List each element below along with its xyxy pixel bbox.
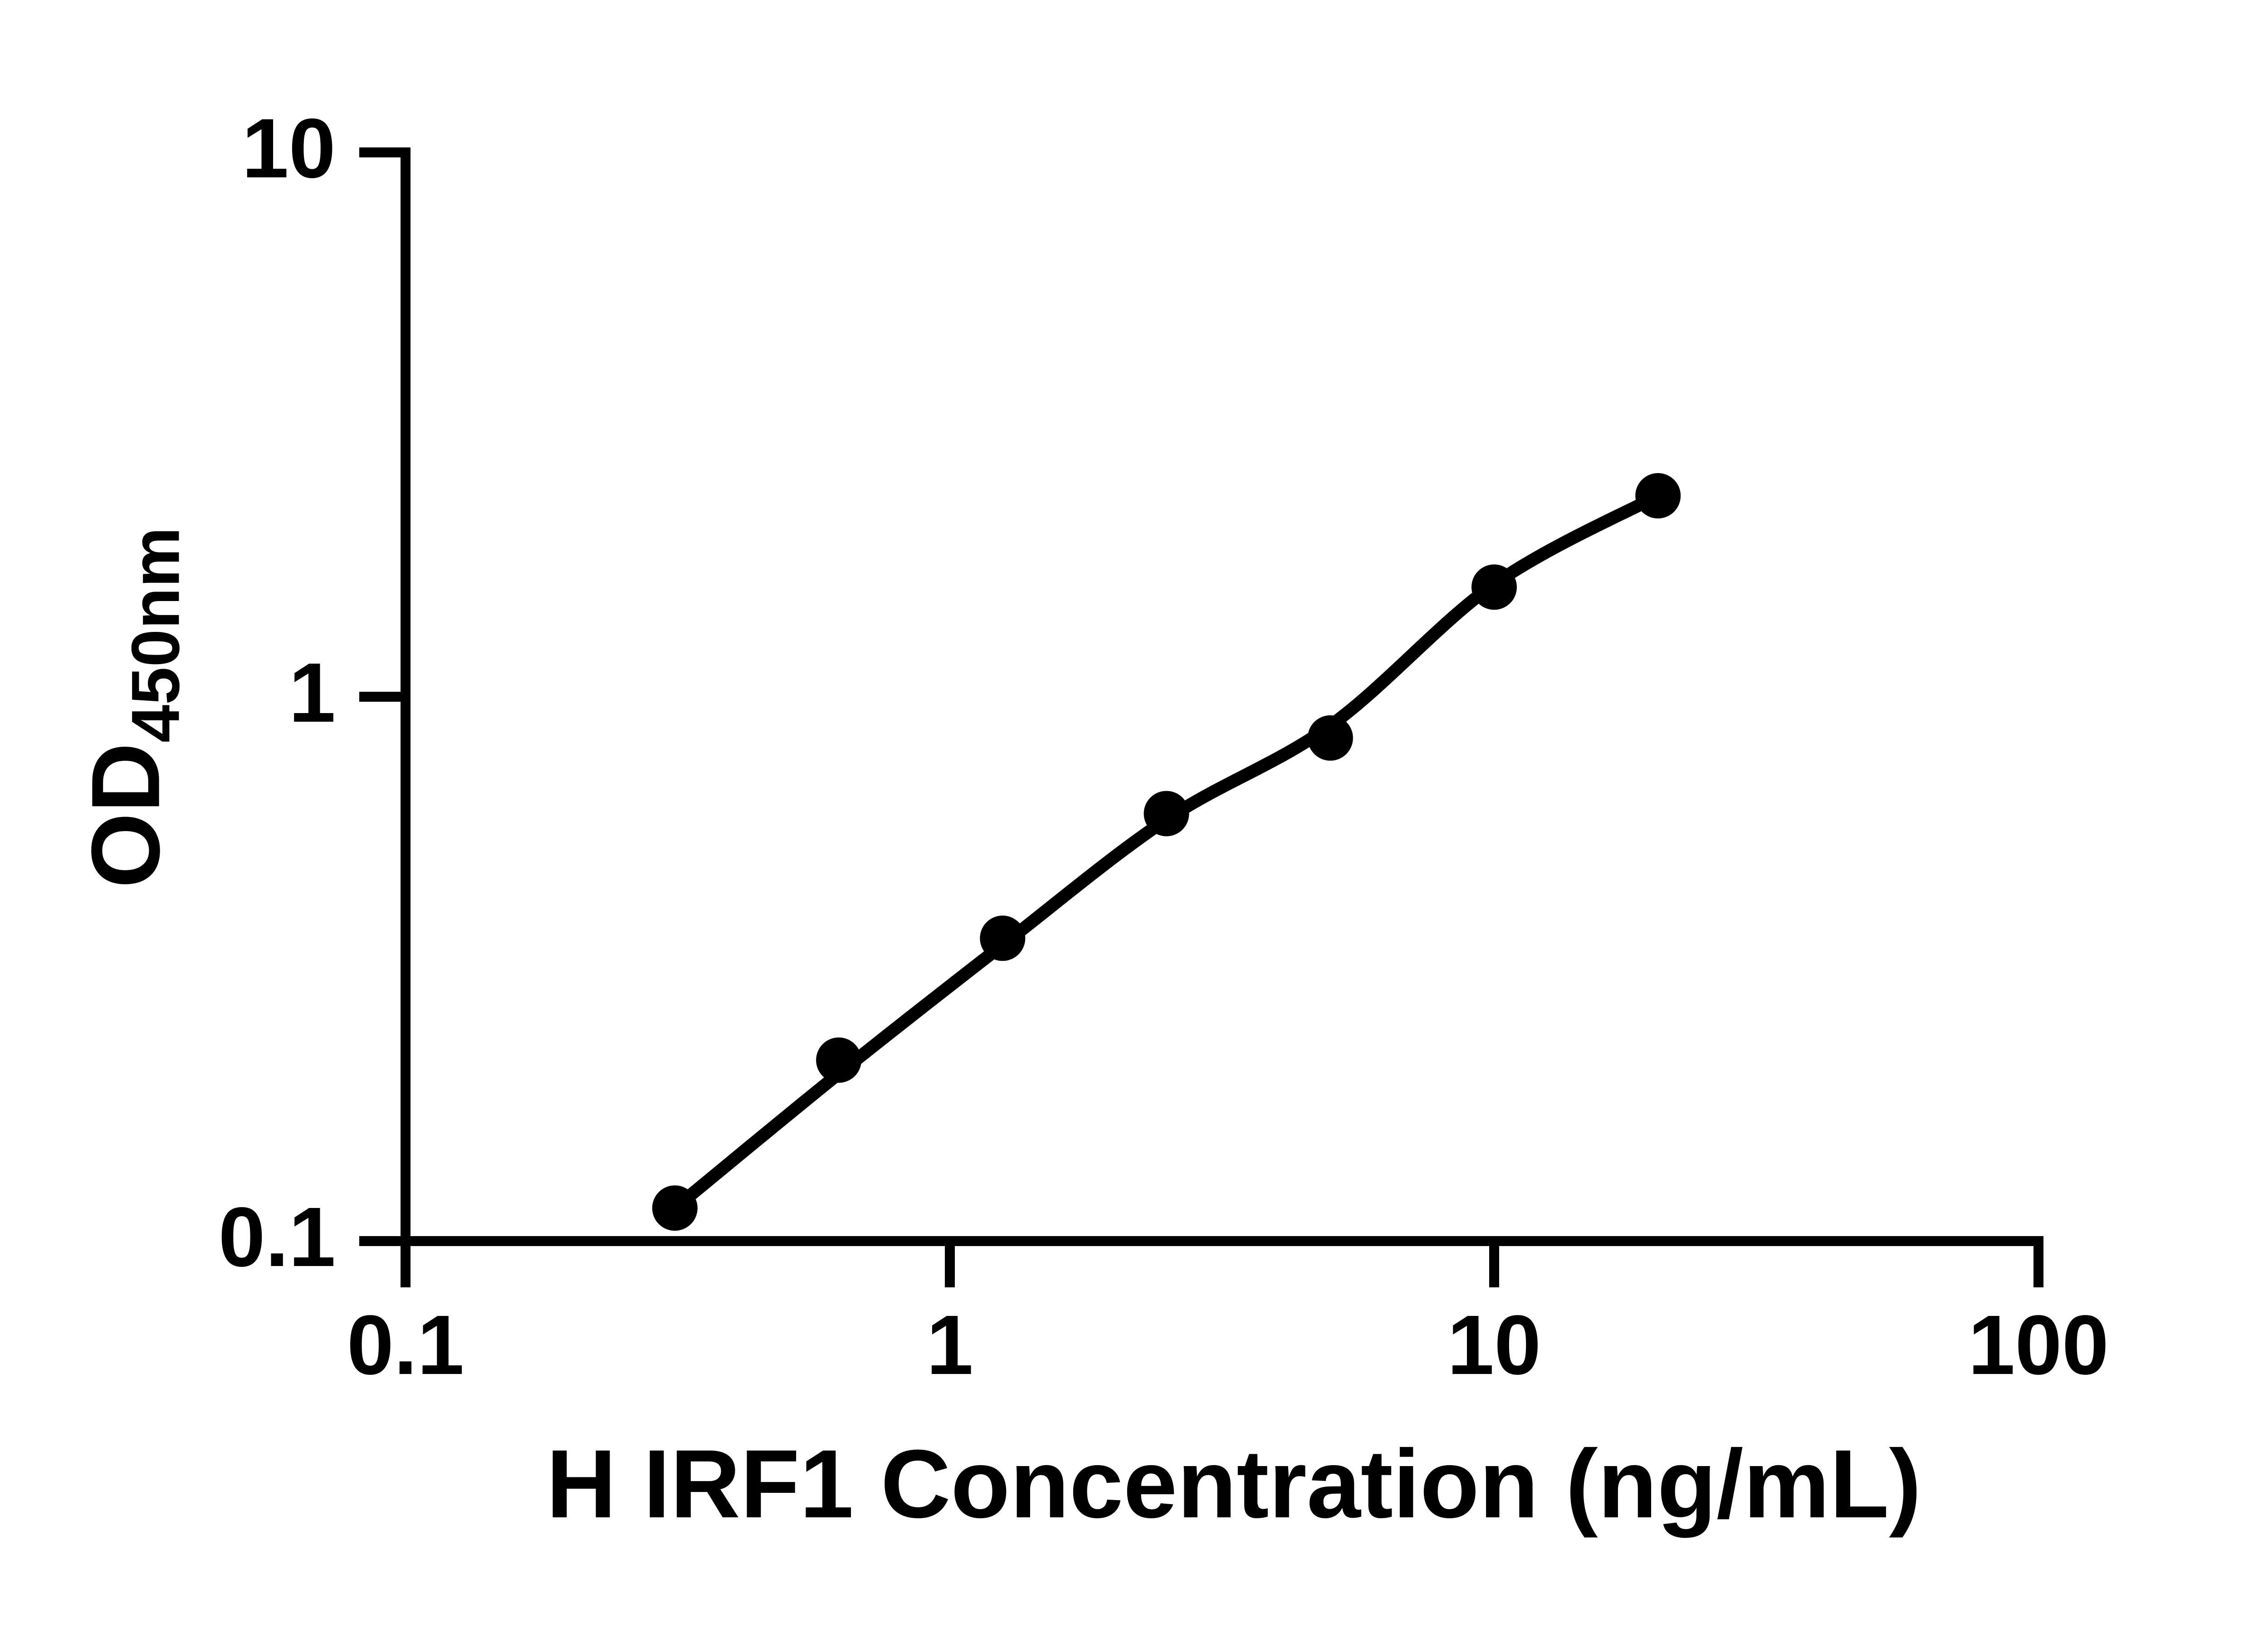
data-point-marker: [816, 1037, 862, 1083]
y-tick-label: 1: [288, 646, 336, 740]
x-axis-title: H IRF1 Concentration (ng/mL): [546, 1430, 1921, 1538]
x-tick-label: 100: [1968, 1298, 2109, 1392]
data-point-marker: [1144, 791, 1189, 836]
data-point-marker: [980, 915, 1026, 961]
y-tick-label: 0.1: [218, 1190, 336, 1284]
x-tick-label: 0.1: [347, 1298, 464, 1392]
y-axis-title-subscript: 450nm: [117, 527, 194, 743]
data-point-marker: [1307, 715, 1353, 761]
data-point-marker: [1635, 473, 1681, 518]
y-axis-title-main: OD: [71, 743, 180, 889]
y-tick-label: 10: [242, 102, 336, 196]
y-axis-title: OD450nm: [72, 527, 204, 888]
x-tick-label: 1: [926, 1298, 973, 1392]
x-tick-label: 10: [1447, 1298, 1541, 1392]
data-point-marker: [1471, 564, 1517, 610]
data-point-marker: [652, 1185, 698, 1231]
